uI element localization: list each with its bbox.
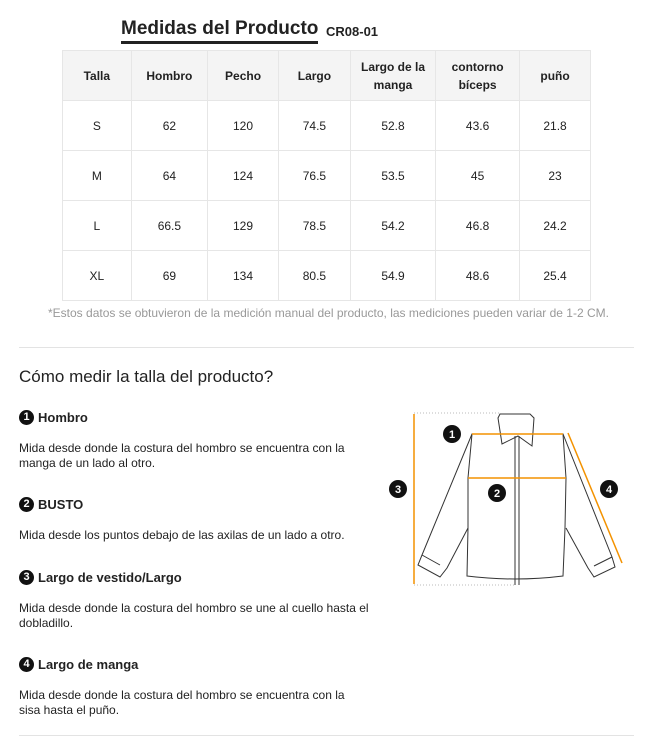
howto-section: 1 Hombro Mida desde donde la costura del h…: [19, 410, 369, 471]
table-cell: 74.5: [278, 100, 351, 151]
measurement-note: *Estos datos se obtuvieron de la medició…: [48, 306, 609, 320]
section-description: Mida desde donde la costura del hombro s…: [19, 601, 369, 630]
table-cell: 46.8: [435, 200, 521, 251]
table-cell: M: [62, 150, 132, 201]
table-cell: 64: [130, 150, 209, 201]
table-cell: 54.2: [349, 200, 437, 251]
shirt-placket: [514, 436, 520, 585]
table-cell: 54.9: [349, 250, 437, 301]
table-header-row: Talla Hombro Pecho Largo Largo de la manga co…: [62, 50, 591, 101]
table-cell: 53.5: [349, 150, 437, 201]
section-description: Mida desde los puntos debajo de las axil…: [19, 528, 345, 542]
diagram-badge-3: 3: [389, 480, 407, 498]
table-cell: 129: [207, 200, 279, 251]
section-title: 1 Hombro: [19, 410, 369, 425]
table-cell: 124: [207, 150, 279, 201]
shirt-collar: [497, 413, 535, 447]
size-table: Talla Hombro Pecho Largo Largo de la manga co…: [62, 50, 591, 301]
sleeve-line: [567, 432, 623, 564]
product-code: CR08-01: [326, 24, 379, 39]
section-description: Mida desde donde la costura del hombro s…: [19, 441, 345, 470]
table-cell: 76.5: [278, 150, 351, 201]
table-cell: 69: [130, 250, 209, 301]
howto-section: 2 BUSTO Mida desde los puntos debajo de la…: [19, 497, 369, 543]
table-row: L 66.5 129 78.5 54.2 46.8 24.2: [62, 200, 591, 251]
svg-text:4: 4: [606, 484, 613, 496]
table-row: S 62 120 74.5 52.8 43.6 21.8: [62, 100, 591, 151]
table-cell: 23: [519, 150, 591, 201]
shirt-measurement-diagram: 1 2 3 4: [389, 412, 623, 586]
diagram-badge-4: 4: [600, 480, 618, 498]
left-sleeve: [417, 433, 473, 578]
column-header: Pecho: [207, 50, 279, 101]
right-sleeve: [562, 433, 616, 578]
section-description: Mida desde donde la costura del hombro s…: [19, 688, 345, 717]
table-row: M 64 124 76.5 53.5 45 23: [62, 150, 591, 201]
table-row: XL 69 134 80.5 54.9 48.6 25.4: [62, 250, 591, 301]
table-cell: 62: [130, 100, 209, 151]
table-cell: 45: [435, 150, 521, 201]
table-cell: 43.6: [435, 100, 521, 151]
table-cell: XL: [62, 250, 132, 301]
number-badge-icon: 3: [19, 570, 34, 585]
section-title: 4 Largo de manga: [19, 657, 369, 672]
column-header: Talla: [62, 50, 132, 101]
divider: [19, 735, 634, 736]
table-body: S 62 120 74.5 52.8 43.6 21.8 M 64 124 76.5 53.5 45 23…: [62, 100, 591, 301]
divider: [19, 347, 634, 348]
section-title: 3 Largo de vestido/Largo: [19, 570, 369, 585]
svg-text:3: 3: [395, 484, 401, 496]
table-cell: 80.5: [278, 250, 351, 301]
svg-text:2: 2: [494, 488, 500, 500]
shirt-body: [466, 433, 567, 580]
diagram-badge-1: 1: [443, 425, 461, 443]
column-header: Hombro: [130, 50, 209, 101]
table-cell: 24.2: [519, 200, 591, 251]
table-cell: 78.5: [278, 200, 351, 251]
column-header: puño: [519, 50, 591, 101]
howto-section: 4 Largo de manga Mida desde donde la costu…: [19, 657, 369, 718]
table-cell: 66.5: [130, 200, 209, 251]
table-cell: S: [62, 100, 132, 151]
table-cell: L: [62, 200, 132, 251]
table-cell: 52.8: [349, 100, 437, 151]
section-title-text: Hombro: [38, 410, 88, 425]
number-badge-icon: 4: [19, 657, 34, 672]
number-badge-icon: 2: [19, 497, 34, 512]
svg-text:1: 1: [449, 429, 455, 441]
howto-section: 3 Largo de vestido/Largo Mida desde donde …: [19, 570, 369, 631]
column-header: Largo de la manga: [349, 50, 437, 101]
table-cell: 120: [207, 100, 279, 151]
table-cell: 21.8: [519, 100, 591, 151]
section-title-text: Largo de vestido/Largo: [38, 570, 182, 585]
column-header: Largo: [278, 50, 351, 101]
section-title-text: BUSTO: [38, 497, 84, 512]
number-badge-icon: 1: [19, 410, 34, 425]
column-header: contorno bíceps: [435, 50, 521, 101]
section-title-text: Largo de manga: [38, 657, 139, 672]
howto-title: Cómo medir la talla del producto?: [19, 367, 274, 386]
diagram-badge-2: 2: [488, 484, 506, 502]
page-title: Medidas del Producto: [121, 18, 319, 44]
section-title: 2 BUSTO: [19, 497, 369, 512]
table-cell: 48.6: [435, 250, 521, 301]
table-cell: 25.4: [519, 250, 591, 301]
table-cell: 134: [207, 250, 279, 301]
